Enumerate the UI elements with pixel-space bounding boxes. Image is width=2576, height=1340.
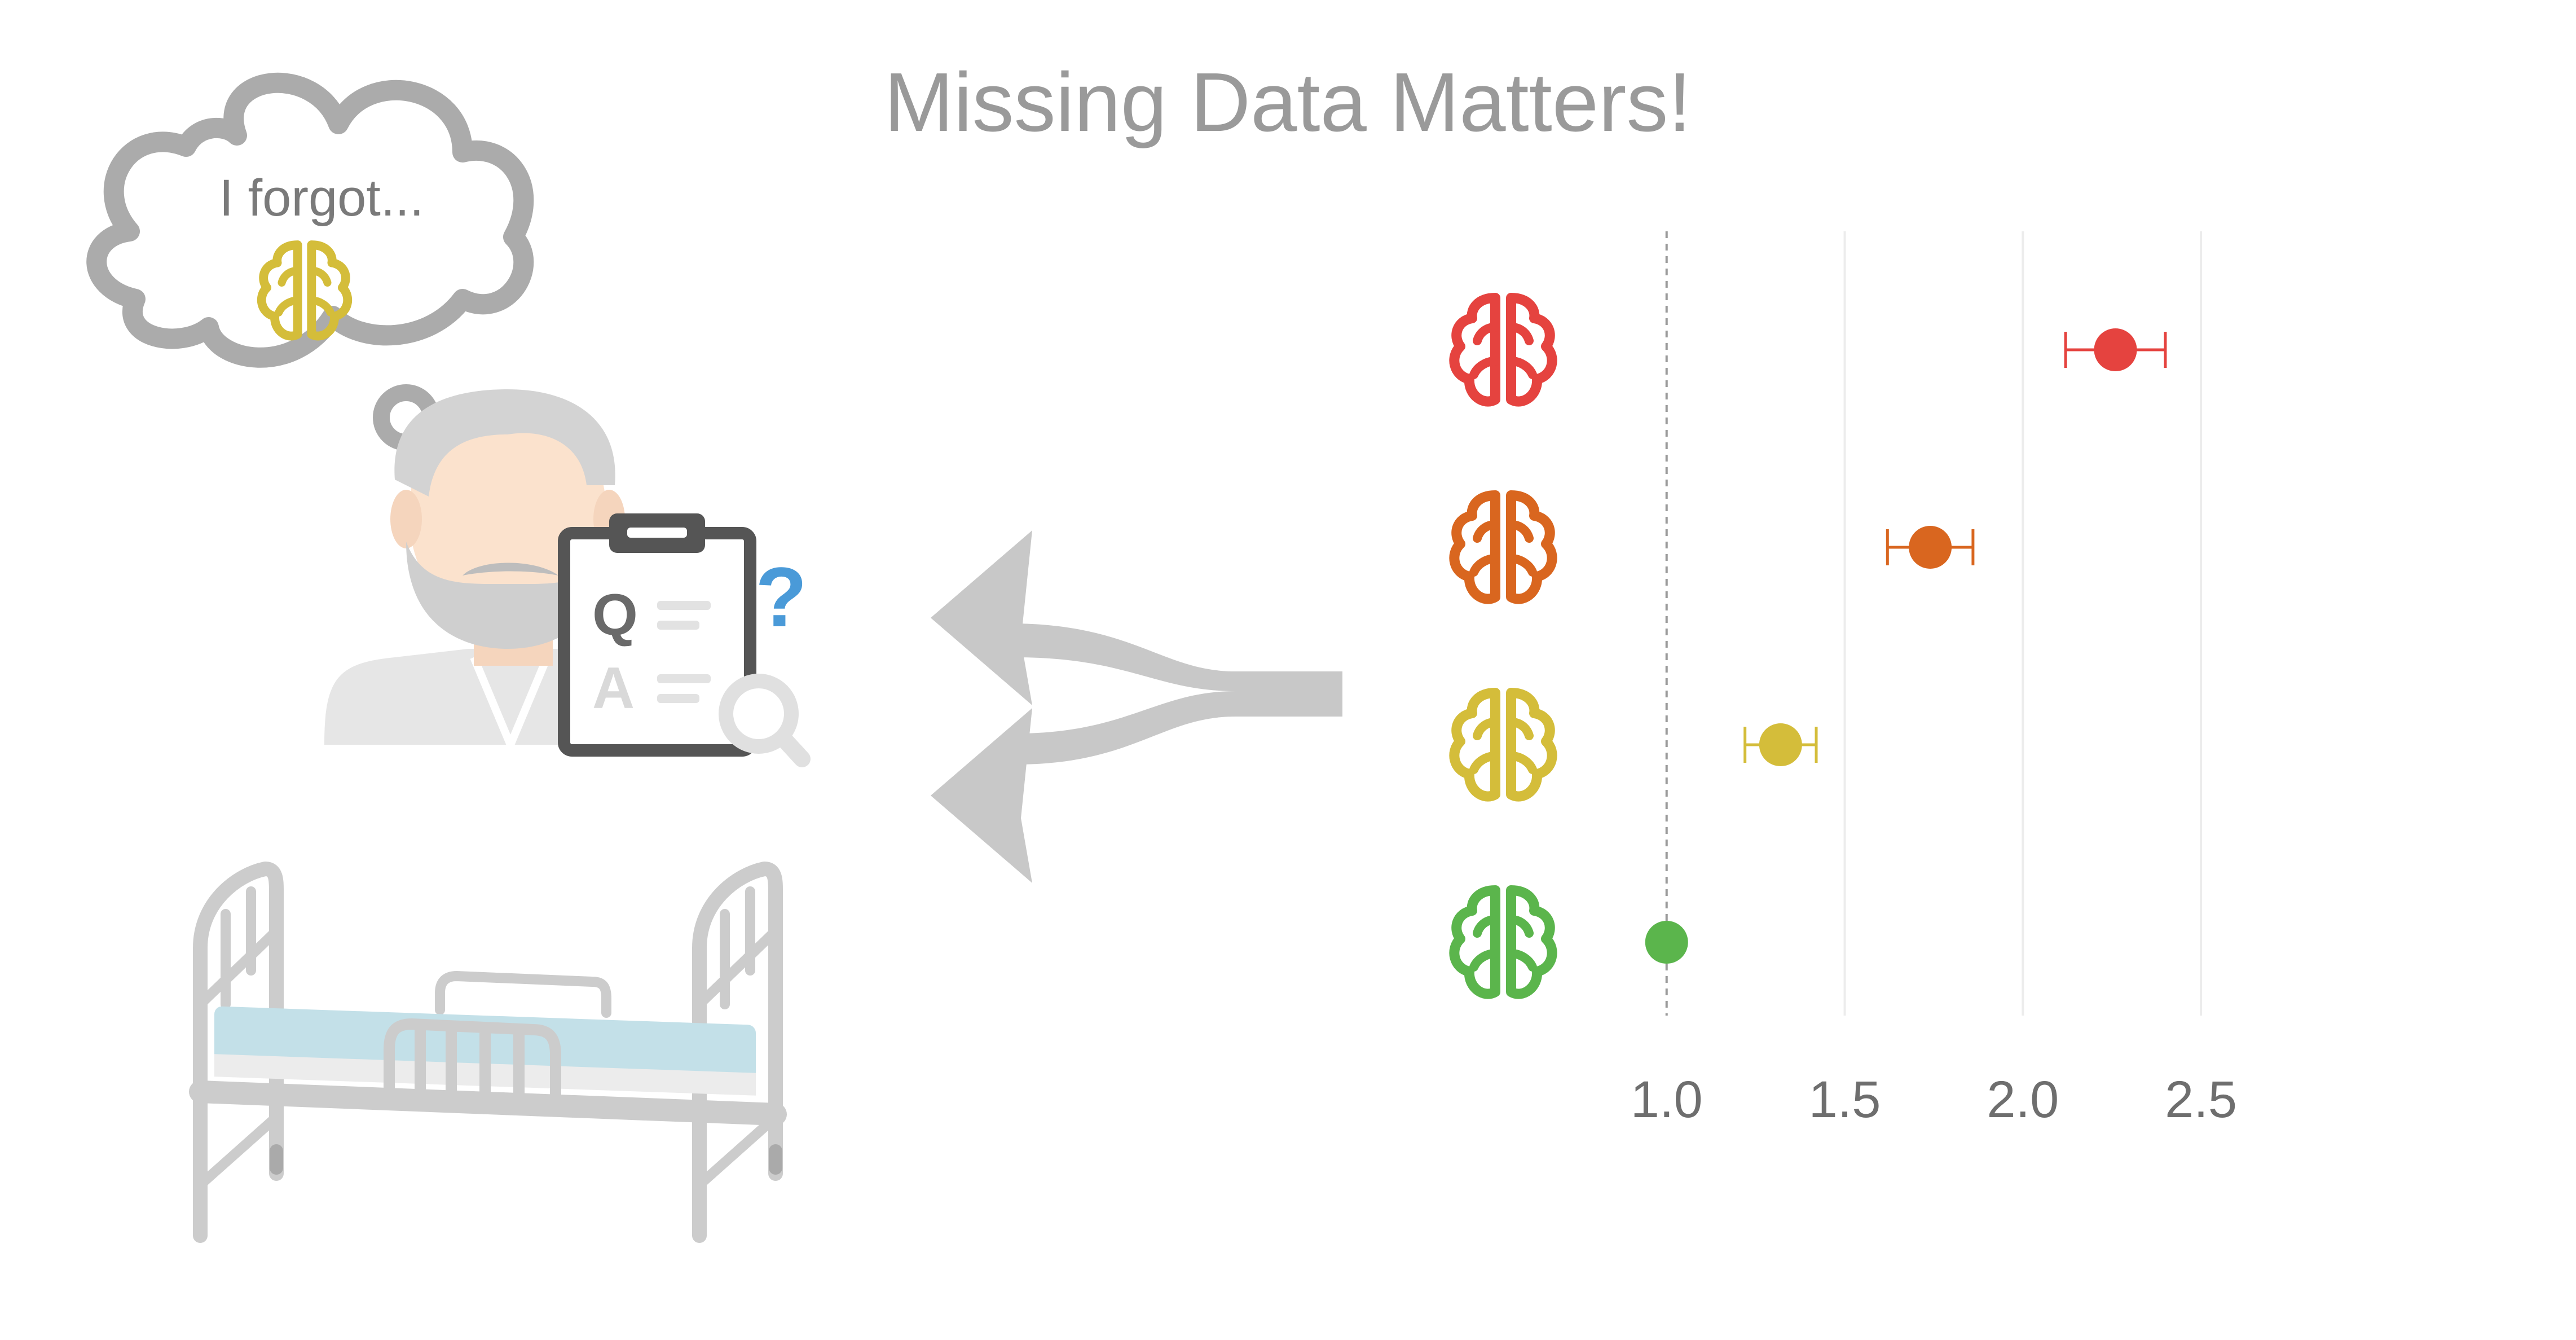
plot-row-icons bbox=[1454, 298, 1552, 994]
upper-arrowhead bbox=[931, 530, 1032, 705]
thought-bubble: I forgot... bbox=[86, 72, 534, 451]
lower-arrowhead bbox=[931, 708, 1032, 883]
split-arrow-icon bbox=[931, 530, 1342, 883]
brain-icon bbox=[1454, 693, 1552, 797]
question-mark-icon: ? bbox=[755, 550, 807, 644]
point-estimate bbox=[1645, 921, 1688, 964]
elderly-man-figure bbox=[324, 389, 625, 755]
brain-icon bbox=[1454, 298, 1552, 402]
head bbox=[409, 395, 606, 632]
side-rail-back bbox=[435, 971, 611, 1018]
question-letter: Q bbox=[592, 582, 638, 648]
answer-line-1 bbox=[657, 674, 711, 683]
answer-line-2 bbox=[657, 694, 699, 703]
question-line-1 bbox=[657, 601, 711, 610]
collar bbox=[470, 656, 551, 755]
headboard-bars bbox=[221, 886, 256, 1009]
plot-tick-labels: 1.0 1.5 2.0 2.5 bbox=[1631, 1071, 2237, 1128]
side-rail-front bbox=[384, 1018, 561, 1100]
page-title: Missing Data Matters! bbox=[884, 56, 1691, 149]
thought-cloud bbox=[86, 72, 534, 368]
x-tick-label: 1.0 bbox=[1631, 1071, 1703, 1128]
headboard-brace bbox=[195, 926, 281, 1190]
x-tick-label: 1.5 bbox=[1809, 1071, 1881, 1128]
point-estimate bbox=[1759, 723, 1802, 766]
mustache bbox=[463, 563, 558, 575]
brain-icon bbox=[1454, 890, 1552, 994]
bed-legs bbox=[270, 1144, 782, 1175]
hospital-bed bbox=[189, 862, 787, 1243]
plot-grid bbox=[1665, 231, 2203, 1016]
point-estimate bbox=[2094, 328, 2137, 371]
magnifier-icon bbox=[719, 674, 811, 767]
footboard-bars bbox=[720, 886, 755, 1009]
hair bbox=[394, 389, 615, 497]
clip-slot bbox=[627, 528, 687, 538]
questionnaire-clipboard: Q A ? bbox=[558, 513, 811, 767]
question-line-2 bbox=[657, 621, 699, 630]
plot-marks bbox=[1645, 328, 2167, 964]
footboard-frame bbox=[692, 862, 783, 1243]
arrow-shaft bbox=[1010, 623, 1342, 765]
point-estimate bbox=[1909, 526, 1952, 569]
left-ear bbox=[390, 490, 422, 548]
brain-icon bbox=[1454, 495, 1552, 599]
thought-text: I forgot... bbox=[219, 169, 424, 227]
headboard-frame bbox=[193, 862, 284, 1243]
forest-plot: 1.0 1.5 2.0 2.5 bbox=[1454, 231, 2237, 1128]
bed-frame bbox=[189, 1080, 787, 1126]
footboard-brace bbox=[694, 926, 781, 1190]
x-tick-label: 2.0 bbox=[1987, 1071, 2059, 1128]
answer-letter: A bbox=[592, 656, 635, 721]
x-tick-label: 2.5 bbox=[2165, 1071, 2237, 1128]
